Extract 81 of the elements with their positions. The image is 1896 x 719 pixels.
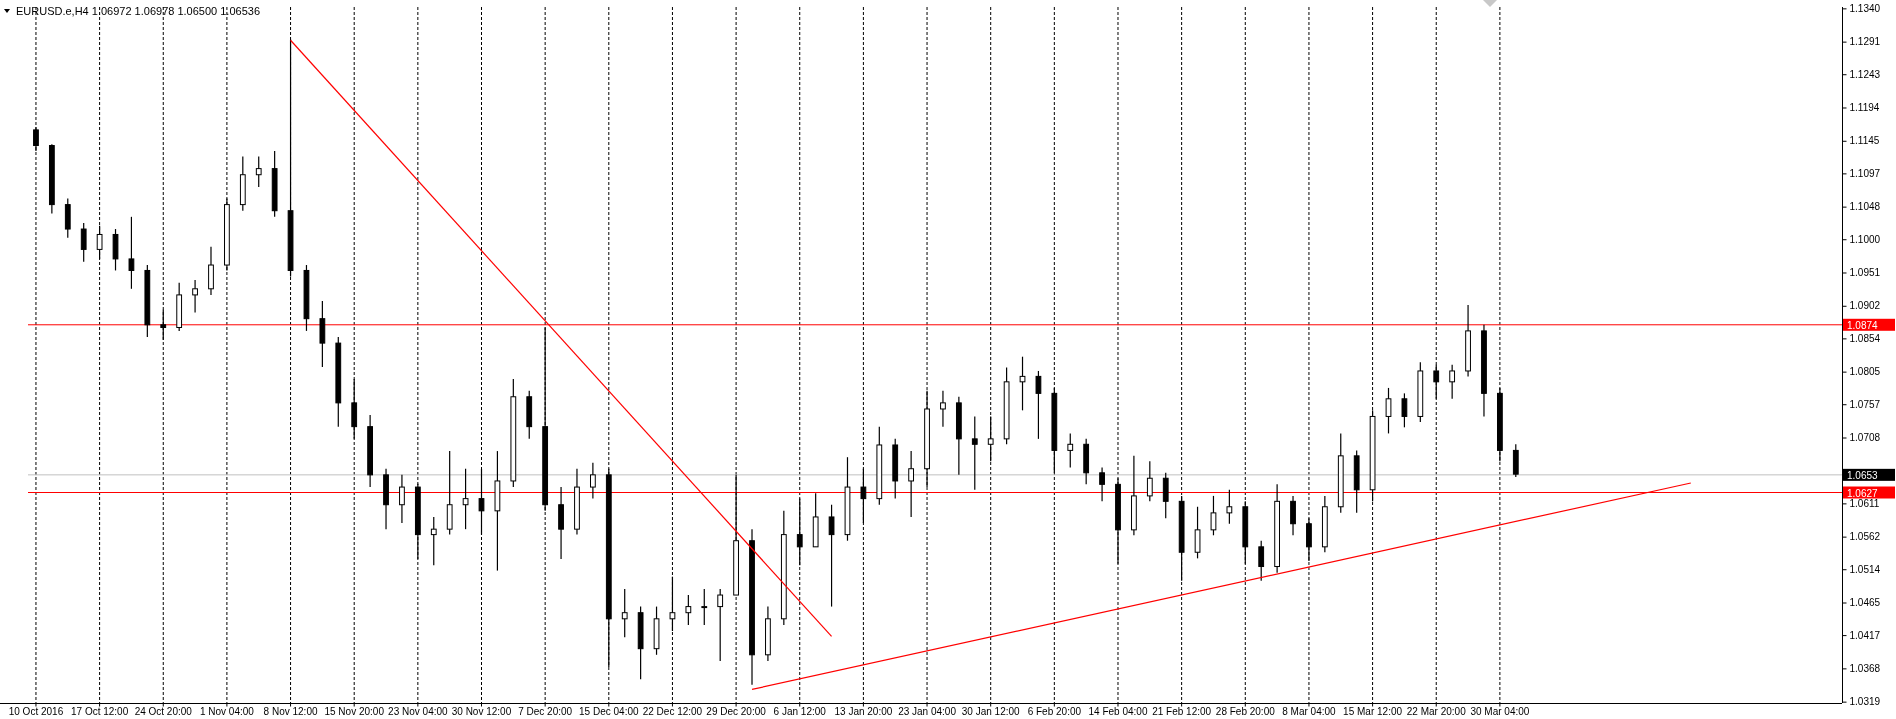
candlestick <box>1226 489 1233 525</box>
candlestick <box>399 474 405 524</box>
candlestick <box>908 450 915 518</box>
x-tick-label: 30 Jan 12:00 <box>961 705 1021 717</box>
candlestick <box>621 588 628 638</box>
x-tick-label: 14 Feb 04:00 <box>1088 705 1148 717</box>
y-tick-label: 1.0951 <box>1849 267 1881 279</box>
ref-line-label: 1.0627 <box>1847 487 1879 499</box>
x-tick-label: 15 Dec 04:00 <box>579 705 639 717</box>
candlestick <box>1035 370 1042 440</box>
x-tick-label: 30 Mar 04:00 <box>1470 705 1530 717</box>
x-tick-label: 21 Feb 12:00 <box>1152 705 1212 717</box>
x-tick-label: 15 Mar 12:00 <box>1343 705 1403 717</box>
x-tick-label: 13 Jan 20:00 <box>834 705 893 717</box>
candlestick <box>128 216 135 290</box>
x-tick-label: 7 Dec 20:00 <box>518 705 573 717</box>
x-tick-label: 28 Feb 20:00 <box>1215 705 1276 717</box>
y-tick-label: 1.0757 <box>1849 398 1881 410</box>
candlestick <box>701 588 708 626</box>
candlestick <box>971 415 978 491</box>
candlestick <box>208 246 214 296</box>
y-tick-label: 1.1243 <box>1849 68 1881 80</box>
candlestick <box>1019 356 1026 411</box>
candlestick <box>1258 540 1265 582</box>
candlestick <box>685 594 692 626</box>
x-tick-label: 22 Dec 12:00 <box>642 705 703 717</box>
candlestick <box>1067 432 1074 468</box>
y-tick-label: 1.1291 <box>1849 36 1881 48</box>
ref-line-label: 1.0653 <box>1847 469 1879 481</box>
candlestick <box>1385 387 1392 435</box>
candlestick <box>590 462 596 500</box>
y-tick-label: 1.0805 <box>1849 366 1881 378</box>
y-tick-label: 1.0562 <box>1849 531 1881 543</box>
y-tick-label: 1.0465 <box>1849 597 1881 609</box>
x-tick-label: 10 Oct 2016 <box>8 705 64 717</box>
candlestick <box>255 155 262 188</box>
candlestick <box>1449 364 1456 400</box>
candlestick <box>940 390 946 428</box>
y-tick-label: 1.0611 <box>1849 498 1880 510</box>
x-tick-label: 6 Feb 20:00 <box>1027 705 1082 717</box>
y-tick-label: 1.0854 <box>1849 333 1881 345</box>
y-tick-label: 1.1194 <box>1849 102 1880 114</box>
candlestick <box>430 516 437 566</box>
candlestick <box>717 588 724 662</box>
x-tick-label: 1 Nov 04:00 <box>199 705 255 717</box>
y-tick-label: 1.1145 <box>1849 135 1880 147</box>
x-tick-label: 17 Oct 12:00 <box>70 705 129 717</box>
candlestick <box>1099 466 1105 502</box>
y-tick-label: 1.0708 <box>1849 432 1881 444</box>
chart-title: EURUSD.e,H4 1.06972 1.06978 1.06500 1.06536 <box>16 5 261 17</box>
candlestick <box>1162 472 1169 519</box>
x-tick-label: 23 Nov 04:00 <box>388 705 449 717</box>
y-tick-label: 1.1340 <box>1849 3 1881 15</box>
x-tick-label: 6 Jan 12:00 <box>773 705 827 717</box>
ref-line-label: 1.0874 <box>1847 319 1879 331</box>
candlestick <box>1512 443 1519 478</box>
y-tick-label: 1.1000 <box>1849 233 1881 245</box>
y-tick-label: 1.0902 <box>1849 300 1881 312</box>
x-tick-label: 29 Dec 20:00 <box>706 705 767 717</box>
y-tick-label: 1.0368 <box>1849 663 1881 675</box>
y-tick-label: 1.0514 <box>1849 563 1881 575</box>
candlestick <box>1401 392 1408 428</box>
candlestick <box>192 279 198 314</box>
x-tick-label: 23 Jan 04:00 <box>898 705 957 717</box>
candlestick <box>462 468 469 530</box>
y-tick-label: 1.1097 <box>1849 168 1881 180</box>
candlestick <box>828 504 835 608</box>
x-tick-label: 8 Mar 04:00 <box>1282 705 1337 717</box>
x-tick-label: 15 Nov 20:00 <box>324 705 385 717</box>
candlestick <box>80 222 87 263</box>
candlestick <box>1210 495 1217 536</box>
x-tick-label: 22 Mar 20:00 <box>1406 705 1467 717</box>
x-tick-label: 30 Nov 12:00 <box>451 705 512 717</box>
y-tick-label: 1.0417 <box>1849 629 1881 641</box>
y-tick-label: 1.1048 <box>1849 201 1881 213</box>
y-tick-label: 1.0319 <box>1849 696 1881 708</box>
candlestick <box>1146 460 1153 502</box>
candlestick <box>1194 506 1201 559</box>
x-tick-label: 24 Oct 20:00 <box>134 705 193 717</box>
candlestick <box>1290 495 1296 536</box>
x-tick-label: 8 Nov 12:00 <box>263 705 318 717</box>
